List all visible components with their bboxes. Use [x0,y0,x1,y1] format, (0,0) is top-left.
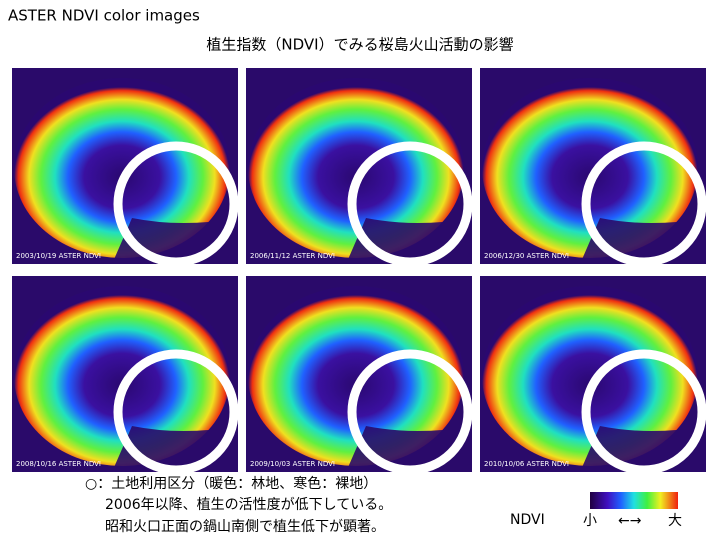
satellite-image: 2008/10/16 ASTER NDVI [12,276,239,475]
image-label: 2008/10/16 ASTER NDVI [16,460,101,468]
highlight-circle [581,349,707,475]
island [14,78,230,258]
highlight-circle [347,349,473,475]
legend-title: NDVI [510,512,545,528]
island [482,78,698,258]
satellite-image: 2006/11/12 ASTER NDVI [246,68,473,267]
note: 昭和火口正面の鍋山南側で植生低下が顕著。 [105,519,385,535]
island [248,78,464,258]
satellite-image: 2010/10/06 ASTER NDVI [480,276,707,475]
legend-low: 小 [583,513,597,529]
island [14,286,230,466]
image-label: 2006/12/30 ASTER NDVI [484,252,569,260]
island [482,286,698,466]
highlight-circle [347,141,473,267]
subtitle: 植生指数（NDVI）でみる桜島火山活動の影響 [206,36,513,54]
highlight-circle [581,141,707,267]
note: 2006年以降、植生の活性度が低下している。 [105,497,392,513]
image-label: 2006/11/12 ASTER NDVI [250,252,335,260]
image-grid: 2003/10/19 ASTER NDVI 2006/11/12 ASTER ND… [12,68,707,475]
satellite-image: 2006/12/30 ASTER NDVI [480,68,707,267]
highlight-circle [113,349,239,475]
satellite-image: 2003/10/19 ASTER NDVI [12,68,239,267]
highlight-circle [113,141,239,267]
satellite-image: 2009/10/03 ASTER NDVI [246,276,473,475]
legend-high: 大 [668,513,682,529]
image-label: 2009/10/03 ASTER NDVI [250,460,335,468]
image-label: 2010/10/06 ASTER NDVI [484,460,569,468]
image-label: 2003/10/19 ASTER NDVI [16,252,101,260]
island [248,286,464,466]
note: ○：土地利用区分（暖色：林地、寒色：裸地） [85,475,377,492]
title: ASTER NDVI color images [8,7,200,25]
colorbar [590,492,678,509]
legend-arrow: ←→ [618,513,642,529]
